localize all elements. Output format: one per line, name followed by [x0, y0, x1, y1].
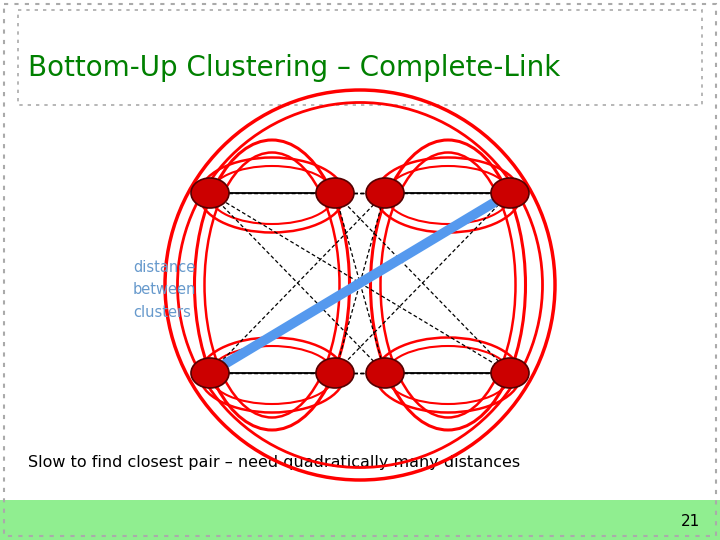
- Ellipse shape: [366, 358, 404, 388]
- Bar: [0, 500, 720, 540]
- Text: Slow to find closest pair – need quadratically many distances: Slow to find closest pair – need quadrat…: [28, 455, 520, 469]
- FancyBboxPatch shape: [18, 10, 702, 105]
- Ellipse shape: [191, 178, 229, 208]
- Ellipse shape: [366, 178, 404, 208]
- Text: Bottom-Up Clustering – Complete-Link: Bottom-Up Clustering – Complete-Link: [28, 54, 560, 82]
- Ellipse shape: [316, 178, 354, 208]
- Ellipse shape: [491, 178, 529, 208]
- Text: 21: 21: [680, 515, 700, 530]
- Ellipse shape: [191, 358, 229, 388]
- Ellipse shape: [491, 358, 529, 388]
- Text: distance
between
clusters: distance between clusters: [133, 260, 197, 320]
- Ellipse shape: [316, 358, 354, 388]
